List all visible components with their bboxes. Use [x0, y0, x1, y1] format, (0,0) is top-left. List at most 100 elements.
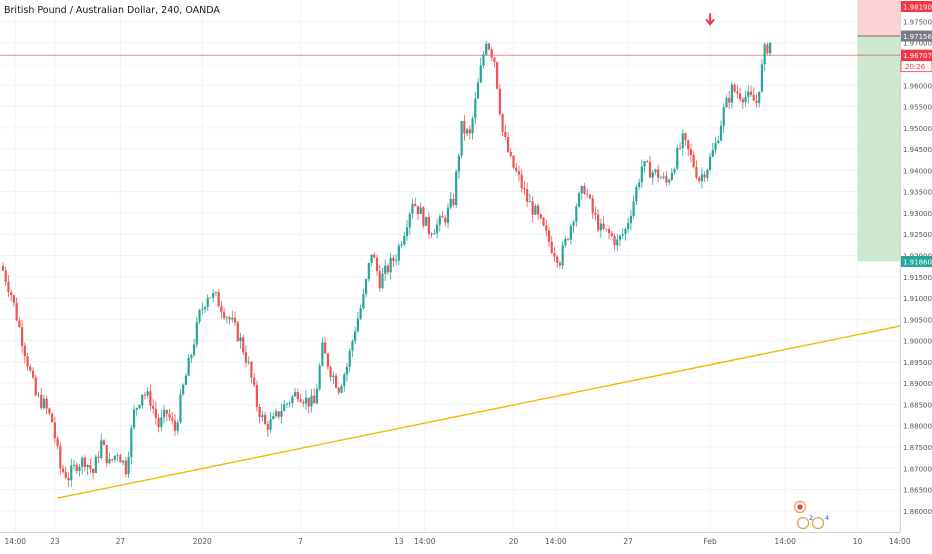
candle-down[interactable] [733, 84, 736, 92]
candle-up[interactable] [760, 64, 764, 92]
candle-down[interactable] [444, 217, 447, 223]
candle-up[interactable] [618, 235, 622, 240]
candle-down[interactable] [91, 468, 95, 474]
candle-up[interactable] [315, 388, 319, 404]
candle-up[interactable] [100, 440, 103, 458]
candle-up[interactable] [78, 466, 81, 472]
candle-up[interactable] [670, 172, 673, 181]
candle-down[interactable] [597, 214, 600, 231]
candle-up[interactable] [280, 410, 283, 417]
candle-down[interactable] [1, 266, 5, 271]
candle-up[interactable] [460, 121, 463, 156]
candle-up[interactable] [744, 96, 747, 103]
candle-down[interactable] [313, 395, 316, 404]
candle-down[interactable] [605, 228, 608, 230]
candle-up[interactable] [561, 245, 564, 266]
candle-up[interactable] [528, 201, 531, 203]
candle-down[interactable] [228, 317, 231, 320]
candle-down[interactable] [373, 254, 376, 258]
candle-down[interactable] [111, 459, 114, 460]
candle-up[interactable] [274, 411, 278, 417]
candle-up[interactable] [662, 176, 665, 178]
candle-up[interactable] [364, 279, 368, 294]
candle-up[interactable] [176, 422, 179, 431]
candle-up[interactable] [146, 391, 149, 396]
candle-up[interactable] [362, 293, 365, 309]
candle-down[interactable] [766, 44, 769, 54]
candle-down[interactable] [602, 223, 605, 229]
candle-up[interactable] [419, 207, 422, 215]
candle-down[interactable] [678, 147, 682, 149]
candle-up[interactable] [640, 166, 643, 183]
candle-down[interactable] [61, 468, 65, 472]
candle-up[interactable] [288, 403, 291, 404]
candle-down[interactable] [567, 238, 570, 240]
candle-up[interactable] [247, 361, 250, 363]
candle-down[interactable] [299, 399, 302, 402]
candle-up[interactable] [457, 155, 461, 172]
candle-down[interactable] [375, 257, 379, 272]
candle-up[interactable] [730, 84, 734, 103]
candle-down[interactable] [441, 216, 444, 218]
candle-down[interactable] [149, 391, 152, 406]
candle-up[interactable] [283, 404, 286, 411]
candle-down[interactable] [646, 161, 649, 162]
candle-down[interactable] [64, 471, 67, 478]
candle-down[interactable] [124, 460, 127, 475]
candle-up[interactable] [384, 265, 387, 274]
candle-down[interactable] [23, 345, 26, 357]
candle-up[interactable] [482, 54, 485, 66]
candle-up[interactable] [580, 186, 583, 194]
candle-down[interactable] [463, 121, 466, 134]
candle-down[interactable] [487, 43, 491, 50]
candle-up[interactable] [122, 460, 125, 463]
candle-down[interactable] [728, 98, 731, 103]
candle-up[interactable] [643, 161, 646, 167]
candle-down[interactable] [741, 99, 744, 103]
candle-up[interactable] [198, 310, 201, 322]
candle-down[interactable] [586, 193, 589, 195]
candle-down[interactable] [558, 262, 562, 266]
candle-up[interactable] [130, 427, 133, 458]
candle-down[interactable] [703, 174, 706, 178]
candle-down[interactable] [217, 292, 220, 307]
candle-down[interactable] [526, 189, 529, 202]
candle-down[interactable] [517, 171, 521, 175]
calendar-event-icon[interactable] [796, 516, 810, 530]
candle-down[interactable] [692, 154, 695, 167]
candle-down[interactable] [583, 186, 586, 194]
candle-up[interactable] [485, 43, 488, 55]
candle-up[interactable] [127, 457, 130, 475]
time-axis[interactable]: 14:00 23 27 2020 7 13 14:00 20 14:00 27 Feb 14:00 10… [0, 532, 911, 547]
candle-down[interactable] [749, 91, 753, 95]
candle-down[interactable] [171, 417, 174, 421]
candle-up[interactable] [635, 186, 638, 202]
candle-down[interactable] [504, 131, 507, 137]
candle-up[interactable] [108, 459, 111, 464]
candle-down[interactable] [143, 394, 147, 396]
candle-down[interactable] [755, 100, 758, 103]
candle-up[interactable] [225, 317, 228, 319]
candle-up[interactable] [304, 397, 308, 404]
candle-up[interactable] [629, 216, 632, 224]
candle-down[interactable] [739, 93, 742, 100]
candle-down[interactable] [53, 422, 56, 439]
candle-down[interactable] [556, 256, 559, 263]
candle-down[interactable] [547, 230, 551, 242]
candle-up[interactable] [700, 174, 703, 182]
candle-up[interactable] [711, 149, 714, 157]
candle-down[interactable] [520, 174, 523, 189]
candle-up[interactable] [389, 257, 392, 273]
candle-up[interactable] [616, 239, 619, 246]
candle-up[interactable] [162, 409, 166, 418]
candle-down[interactable] [40, 394, 43, 408]
candle-up[interactable] [351, 341, 354, 351]
candle-up[interactable] [725, 98, 728, 108]
candle-up[interactable] [471, 118, 474, 134]
candle-down[interactable] [102, 440, 106, 445]
candle-up[interactable] [343, 374, 346, 387]
candle-up[interactable] [367, 263, 370, 280]
candle-down[interactable] [506, 136, 510, 152]
candle-down[interactable] [588, 194, 592, 199]
candle-up[interactable] [239, 337, 242, 342]
